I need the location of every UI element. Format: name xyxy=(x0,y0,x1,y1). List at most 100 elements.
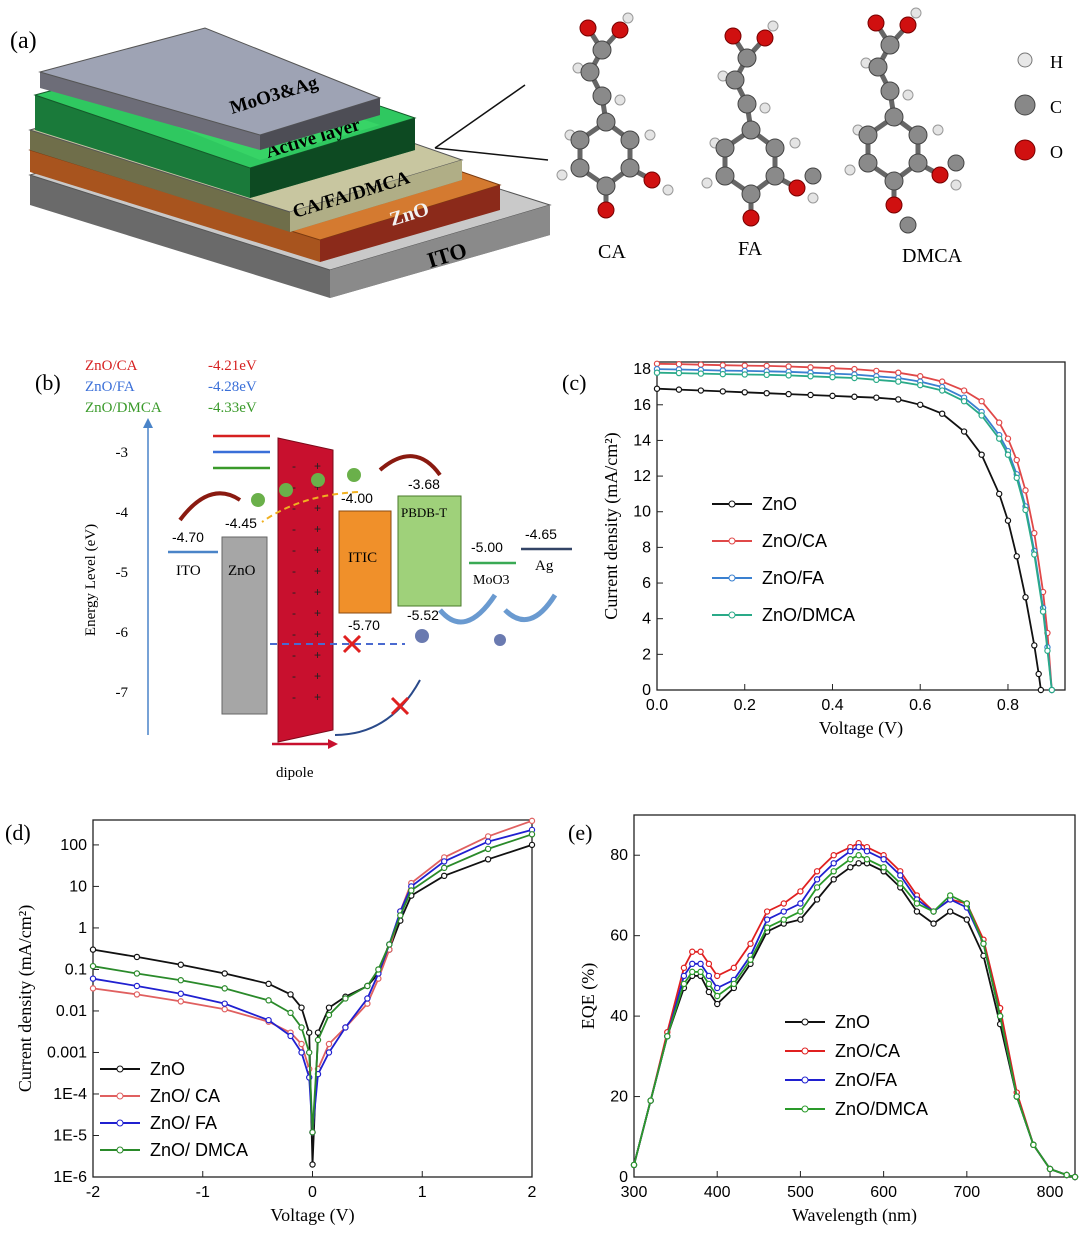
carbon-atom xyxy=(765,138,785,158)
series-point xyxy=(1004,517,1012,524)
x-tick-label: 0 xyxy=(308,1184,317,1201)
y-tick-label: 1E-5 xyxy=(53,1127,87,1144)
series-point xyxy=(680,980,688,988)
legend-marker xyxy=(801,1047,809,1055)
x-tick-label: 300 xyxy=(621,1184,648,1201)
series-point xyxy=(133,970,141,977)
series-point xyxy=(484,845,492,853)
series-point xyxy=(960,387,968,394)
dipole-minus-sign: - xyxy=(292,669,296,683)
series-point xyxy=(863,856,871,863)
series-point xyxy=(133,991,141,998)
series-point xyxy=(89,975,97,982)
series-point xyxy=(1013,1093,1020,1100)
electron-path-arrow-icon xyxy=(261,491,359,523)
y-tick-label: 16 xyxy=(633,397,651,414)
series-point xyxy=(1031,551,1038,558)
y-tick-label: 80 xyxy=(610,847,628,864)
carbon-atom xyxy=(880,81,900,101)
series-point xyxy=(441,864,448,872)
ag-label: Ag xyxy=(535,558,554,574)
series-point xyxy=(830,876,837,883)
x-tick-label: -1 xyxy=(196,1184,210,1201)
energy-tick--7: -7 xyxy=(116,685,129,701)
zno-block xyxy=(221,536,268,715)
series-point xyxy=(797,916,804,923)
y-tick-label: 10 xyxy=(633,504,651,521)
series-point xyxy=(528,817,536,825)
oxygen-atom xyxy=(643,171,661,189)
series-point xyxy=(364,982,371,990)
y-tick-label: 2 xyxy=(642,646,651,663)
series-point xyxy=(675,386,683,393)
series-point xyxy=(689,960,696,968)
hydrogen-atom xyxy=(910,7,922,19)
series-point xyxy=(780,908,787,915)
dipole-minus-sign: - xyxy=(292,627,296,641)
series-point xyxy=(177,998,184,1005)
x-tick-label: 0.0 xyxy=(646,697,668,714)
dipole-minus-sign: - xyxy=(292,564,296,578)
series-point xyxy=(298,1004,305,1011)
series-point xyxy=(897,880,904,887)
zno-level-value: -4.45 xyxy=(225,515,257,531)
series-point xyxy=(785,372,792,379)
legend-entry: ZnO/CA xyxy=(762,531,827,551)
y-tick-label: 4 xyxy=(642,611,651,628)
series-point xyxy=(978,451,985,458)
series-point xyxy=(946,908,954,915)
chart-c: 0.0 0.2 0.4 0.6 0.8 0 2 4 6 8 10 12 14 16 18 Voltage (V… xyxy=(562,360,1066,739)
series-point xyxy=(653,385,661,392)
series-point xyxy=(714,992,721,1000)
series-point xyxy=(441,858,448,865)
y-tick-label: 60 xyxy=(610,928,628,945)
oxygen-atom xyxy=(899,16,917,34)
hydrogen-atom xyxy=(662,184,674,196)
legend-marker xyxy=(801,1105,809,1113)
series-point xyxy=(763,908,771,915)
atom-c-icon xyxy=(1014,94,1036,116)
hydrogen-atom xyxy=(759,102,771,114)
legend-entry: ZnO xyxy=(150,1059,185,1079)
carbon-atom xyxy=(596,112,616,132)
hydrogen-atom xyxy=(789,137,801,149)
chart-d: -2 -1 0 1 2 1E-6 1E-5 1E-4 0.001 0.01 0.1 1 10 100 Vol… xyxy=(5,817,537,1226)
series-point xyxy=(780,916,787,923)
legend-marker xyxy=(116,1119,124,1127)
zoom-line-bottom xyxy=(434,147,549,161)
series-line-0 xyxy=(92,844,533,1165)
series-point xyxy=(946,892,954,899)
hydrogen-atom xyxy=(701,177,713,189)
series-point xyxy=(747,940,754,947)
carbon-atom xyxy=(592,40,612,60)
legend-fa-name: ZnO/FA xyxy=(85,379,135,395)
electron-icon xyxy=(311,473,325,487)
dipole-plus-sign: + xyxy=(314,606,321,620)
oxygen-atom xyxy=(611,21,629,39)
series-point xyxy=(675,360,683,368)
series-point xyxy=(813,868,821,875)
series-point xyxy=(895,378,902,385)
oxygen-atom xyxy=(724,27,742,45)
series-point xyxy=(1022,594,1029,601)
energy-tick--3: -3 xyxy=(116,445,129,461)
dipole-plus-sign: + xyxy=(314,585,321,599)
dipole-minus-sign: - xyxy=(292,690,296,704)
series-point xyxy=(880,864,887,871)
carbon-atom xyxy=(804,167,822,185)
carbon-atom xyxy=(868,57,888,77)
series-point xyxy=(484,838,492,845)
series-point xyxy=(730,980,738,988)
oxygen-atom xyxy=(756,29,774,47)
legend-entry: ZnO/ CA xyxy=(150,1086,220,1106)
series-point xyxy=(714,984,721,992)
blocked-cross-icon xyxy=(390,696,410,716)
dipole-plus-sign: + xyxy=(314,501,321,515)
energy-tick--5: -5 xyxy=(116,565,129,581)
series-point xyxy=(653,360,661,367)
dipole-minus-sign: - xyxy=(292,543,296,557)
panel-label: (d) xyxy=(5,820,31,845)
series-point xyxy=(408,887,415,894)
series-point xyxy=(719,370,727,378)
series-point xyxy=(1035,670,1042,678)
